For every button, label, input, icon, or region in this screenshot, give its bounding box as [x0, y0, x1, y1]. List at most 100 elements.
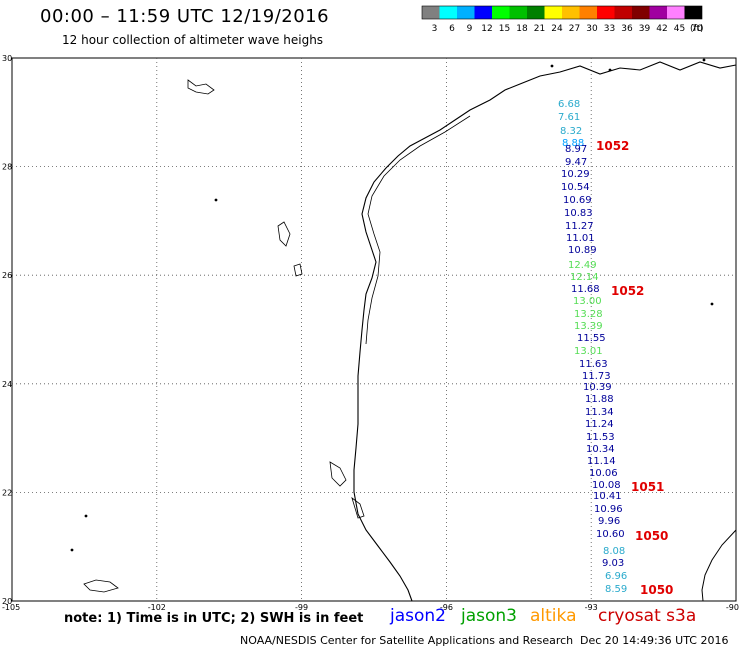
swh-value: 9.47	[565, 157, 587, 168]
swh-value: 7.61	[558, 112, 580, 123]
scale-label: 6	[449, 24, 455, 34]
lake-outline	[277, 221, 291, 247]
lon-label: -99	[295, 603, 308, 612]
scale-swatch	[422, 6, 440, 19]
scale-swatch	[457, 6, 475, 19]
gulf-coastline	[353, 61, 737, 602]
page-subtitle: 12 hour collection of altimeter wave hei…	[62, 33, 324, 47]
orbit-number: 1050	[635, 529, 668, 543]
swh-value: 11.24	[585, 419, 614, 430]
lat-label: 28	[2, 163, 12, 172]
swh-value: 8.88	[562, 138, 584, 149]
scale-label: 39	[639, 24, 651, 34]
scale-frame	[421, 5, 703, 20]
scale-swatch	[684, 6, 702, 19]
map-dot	[710, 302, 714, 306]
scale-label: 30	[586, 24, 598, 34]
lake-outline	[329, 461, 347, 487]
swh-value: 8.08	[603, 546, 625, 557]
legend-jason2: jason2	[390, 606, 446, 626]
scale-swatch	[649, 6, 667, 19]
altimeter-tracks: 8.888.979.4710.2910.5410.6910.8311.2711.…	[558, 99, 627, 595]
swh-value: 9.03	[602, 558, 624, 569]
swh-value: 11.01	[566, 233, 595, 244]
lon-label: -102	[148, 603, 166, 612]
orbit-number: 1050	[640, 583, 673, 597]
scale-label: 15	[499, 24, 510, 34]
swh-value: 10.39	[583, 382, 612, 393]
orbit-numbers: 1052 1052 1051 1050 1050	[596, 139, 673, 597]
swh-value: 8.97	[565, 144, 587, 155]
swh-value: 10.06	[589, 468, 618, 479]
scale-swatch	[597, 6, 615, 19]
units-note: note: 1) Time is in UTC; 2) SWH is in fe…	[64, 611, 364, 626]
swh-value: 10.34	[586, 444, 615, 455]
swh-value: 6.68	[558, 99, 580, 110]
lake-outline	[187, 79, 215, 95]
lake-outline	[83, 579, 119, 593]
swh-value: 10.69	[563, 195, 592, 206]
swh-value: 11.14	[587, 456, 616, 467]
swh-value: 12.49	[568, 260, 597, 271]
map-dot	[70, 548, 74, 552]
lat-label: 24	[2, 380, 12, 389]
scale-label: 18	[516, 24, 528, 34]
swh-value: 11.53	[586, 432, 615, 443]
scale-unit: (ft)	[690, 24, 704, 34]
scale-swatch	[474, 6, 492, 19]
swh-value: 11.68	[571, 284, 600, 295]
scale-swatch	[544, 6, 562, 19]
lake-outline	[351, 496, 365, 519]
scale-label: 27	[569, 24, 580, 34]
swh-value: 6.96	[605, 571, 627, 582]
scale-label: 33	[604, 24, 615, 34]
scale-swatch	[439, 6, 457, 19]
lake-outline	[293, 263, 303, 277]
scale-swatch	[509, 6, 527, 19]
scale-swatch	[492, 6, 510, 19]
generated-timestamp: Dec 20 14:49:36 UTC 2016	[580, 634, 729, 647]
orbit-number: 1051	[631, 480, 664, 494]
credit-line: NOAA/NESDIS Center for Satellite Applica…	[240, 634, 574, 647]
swh-value: 11.55	[577, 333, 606, 344]
swh-value: 11.34	[585, 407, 614, 418]
lat-label: 22	[2, 488, 12, 497]
map-dot	[84, 514, 88, 518]
lat-label: 26	[2, 271, 12, 280]
scale-label: 45	[674, 24, 685, 34]
coastline	[70, 58, 737, 602]
lon-label: -93	[585, 603, 598, 612]
swh-value: 11.88	[585, 394, 614, 405]
swh-value: 13.39	[574, 321, 603, 332]
swh-value: 10.54	[561, 182, 590, 193]
swh-value: 11.63	[579, 359, 608, 370]
orbit-number: 1052	[611, 284, 644, 298]
map-dot	[608, 68, 612, 72]
scale-swatch	[614, 6, 632, 19]
swh-value: 11.27	[565, 221, 594, 232]
swh-value: 8.32	[560, 126, 582, 137]
swh-value: 10.41	[593, 491, 622, 502]
swh-value: 10.29	[561, 169, 590, 180]
swh-value: 10.60	[596, 529, 625, 540]
lon-label: -90	[726, 603, 739, 612]
swh-value: 11.73	[582, 371, 611, 382]
legend-jason3: jason3	[461, 606, 517, 626]
lat-label: 20	[2, 597, 12, 606]
legend-cryosat: cryosat s3a	[598, 606, 697, 626]
scale-label: 3	[432, 24, 438, 34]
swh-value: 10.89	[568, 245, 597, 256]
map-dot	[702, 58, 706, 62]
map-dot	[214, 198, 218, 202]
lon-label: -105	[2, 603, 20, 612]
scale-label: 70	[691, 24, 703, 34]
page-title: 00:00 – 11:59 UTC 12/19/2016	[40, 6, 330, 27]
scale-label: 24	[551, 24, 563, 34]
swh-value: 10.08	[592, 480, 621, 491]
color-scale-legend: 3 6 9 12 15 18 21 24 27 30 33 36 39 42 45 70(ft)	[421, 5, 704, 34]
lat-lon-grid: 30 28 26 24 22 20-105 -102 -99 -96 -93 -90	[2, 54, 739, 612]
legend-altika: altika	[530, 606, 577, 626]
swh-value: 13.00	[573, 296, 602, 307]
map-dot	[550, 64, 554, 68]
